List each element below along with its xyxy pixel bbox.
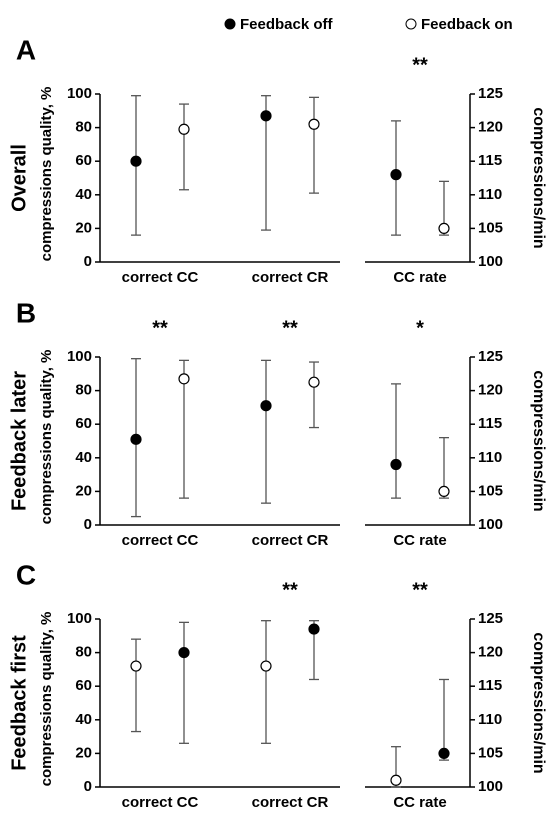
median-point <box>130 660 142 672</box>
y2-tick-label: 110 <box>478 711 502 728</box>
legend-label: Feedback off <box>240 16 334 33</box>
y-tick-label: 40 <box>75 186 92 203</box>
median-point <box>260 400 272 412</box>
median-point <box>130 433 142 445</box>
x-tick-label: correct CC <box>122 532 199 549</box>
y2-tick-label: 115 <box>478 677 502 694</box>
y-axis-label: compressions quality, % <box>38 350 55 525</box>
y2-tick-label: 120 <box>478 119 503 136</box>
y-tick-label: 0 <box>84 778 92 795</box>
y2-tick-label: 120 <box>478 382 503 399</box>
y2-axis-label: compressions/min <box>530 370 547 511</box>
y2-tick-label: 120 <box>478 644 503 661</box>
y2-tick-label: 125 <box>478 610 503 627</box>
y2-tick-label: 115 <box>478 152 502 169</box>
x-tick-label: correct CR <box>252 794 329 811</box>
x-tick-label: correct CC <box>122 794 199 811</box>
y-tick-label: 100 <box>67 610 92 627</box>
y2-tick-label: 105 <box>478 219 503 236</box>
y-tick-label: 60 <box>75 677 92 694</box>
x-tick-label: correct CR <box>252 269 329 286</box>
significance: ** <box>282 579 298 601</box>
y2-tick-label: 115 <box>478 415 502 432</box>
y-tick-label: 80 <box>75 119 92 136</box>
y2-tick-label: 100 <box>478 253 503 270</box>
median-point <box>438 222 450 234</box>
panel-label: B <box>16 297 36 328</box>
panel-label: A <box>16 34 36 65</box>
median-point <box>130 155 142 167</box>
panel-label: C <box>16 559 36 590</box>
median-point <box>178 123 190 135</box>
median-point <box>438 485 450 497</box>
legend-marker <box>405 18 417 30</box>
median-point <box>308 118 320 130</box>
significance: ** <box>412 579 428 601</box>
median-point <box>438 747 450 760</box>
y2-tick-label: 125 <box>478 348 503 365</box>
y2-tick-label: 125 <box>478 85 503 102</box>
x-tick-label: CC rate <box>393 794 446 811</box>
y2-tick-label: 105 <box>478 482 503 499</box>
median-point <box>390 169 402 181</box>
y-tick-label: 60 <box>75 152 92 169</box>
significance: ** <box>152 317 168 339</box>
y2-tick-label: 110 <box>478 186 502 203</box>
significance: ** <box>282 317 298 339</box>
y-tick-label: 20 <box>75 744 92 761</box>
panel-title: Overall <box>8 144 30 212</box>
y-tick-label: 60 <box>75 415 92 432</box>
x-tick-label: correct CR <box>252 532 329 549</box>
median-point <box>390 458 402 471</box>
y-tick-label: 0 <box>84 253 92 270</box>
y2-tick-label: 100 <box>478 778 503 795</box>
y2-tick-label: 105 <box>478 744 503 761</box>
median-point <box>260 660 272 672</box>
y-tick-label: 0 <box>84 516 92 533</box>
significance: ** <box>412 54 428 76</box>
panel-title: Feedback first <box>8 635 30 771</box>
x-tick-label: correct CC <box>122 269 199 286</box>
significance: * <box>416 317 424 339</box>
median-point <box>308 376 320 388</box>
legend-label: Feedback on <box>421 16 513 33</box>
median-point <box>260 110 272 122</box>
y-axis-label: compressions quality, % <box>38 87 55 262</box>
y-tick-label: 100 <box>67 85 92 102</box>
y-tick-label: 80 <box>75 382 92 399</box>
legend-marker <box>224 18 236 30</box>
x-tick-label: CC rate <box>393 269 446 286</box>
median-point <box>178 373 190 385</box>
y2-tick-label: 100 <box>478 516 503 533</box>
median-point <box>308 623 320 635</box>
y2-axis-label: compressions/min <box>530 107 547 248</box>
median-point <box>178 646 190 659</box>
y-tick-label: 20 <box>75 482 92 499</box>
y-tick-label: 80 <box>75 644 92 661</box>
x-tick-label: CC rate <box>393 532 446 549</box>
panel-title: Feedback later <box>8 371 30 511</box>
y-tick-label: 40 <box>75 711 92 728</box>
y-axis-label: compressions quality, % <box>38 612 55 787</box>
y-tick-label: 100 <box>67 348 92 365</box>
y-tick-label: 20 <box>75 219 92 236</box>
median-point <box>390 774 402 786</box>
y2-tick-label: 110 <box>478 449 502 466</box>
y-tick-label: 40 <box>75 449 92 466</box>
y2-axis-label: compressions/min <box>530 632 547 773</box>
